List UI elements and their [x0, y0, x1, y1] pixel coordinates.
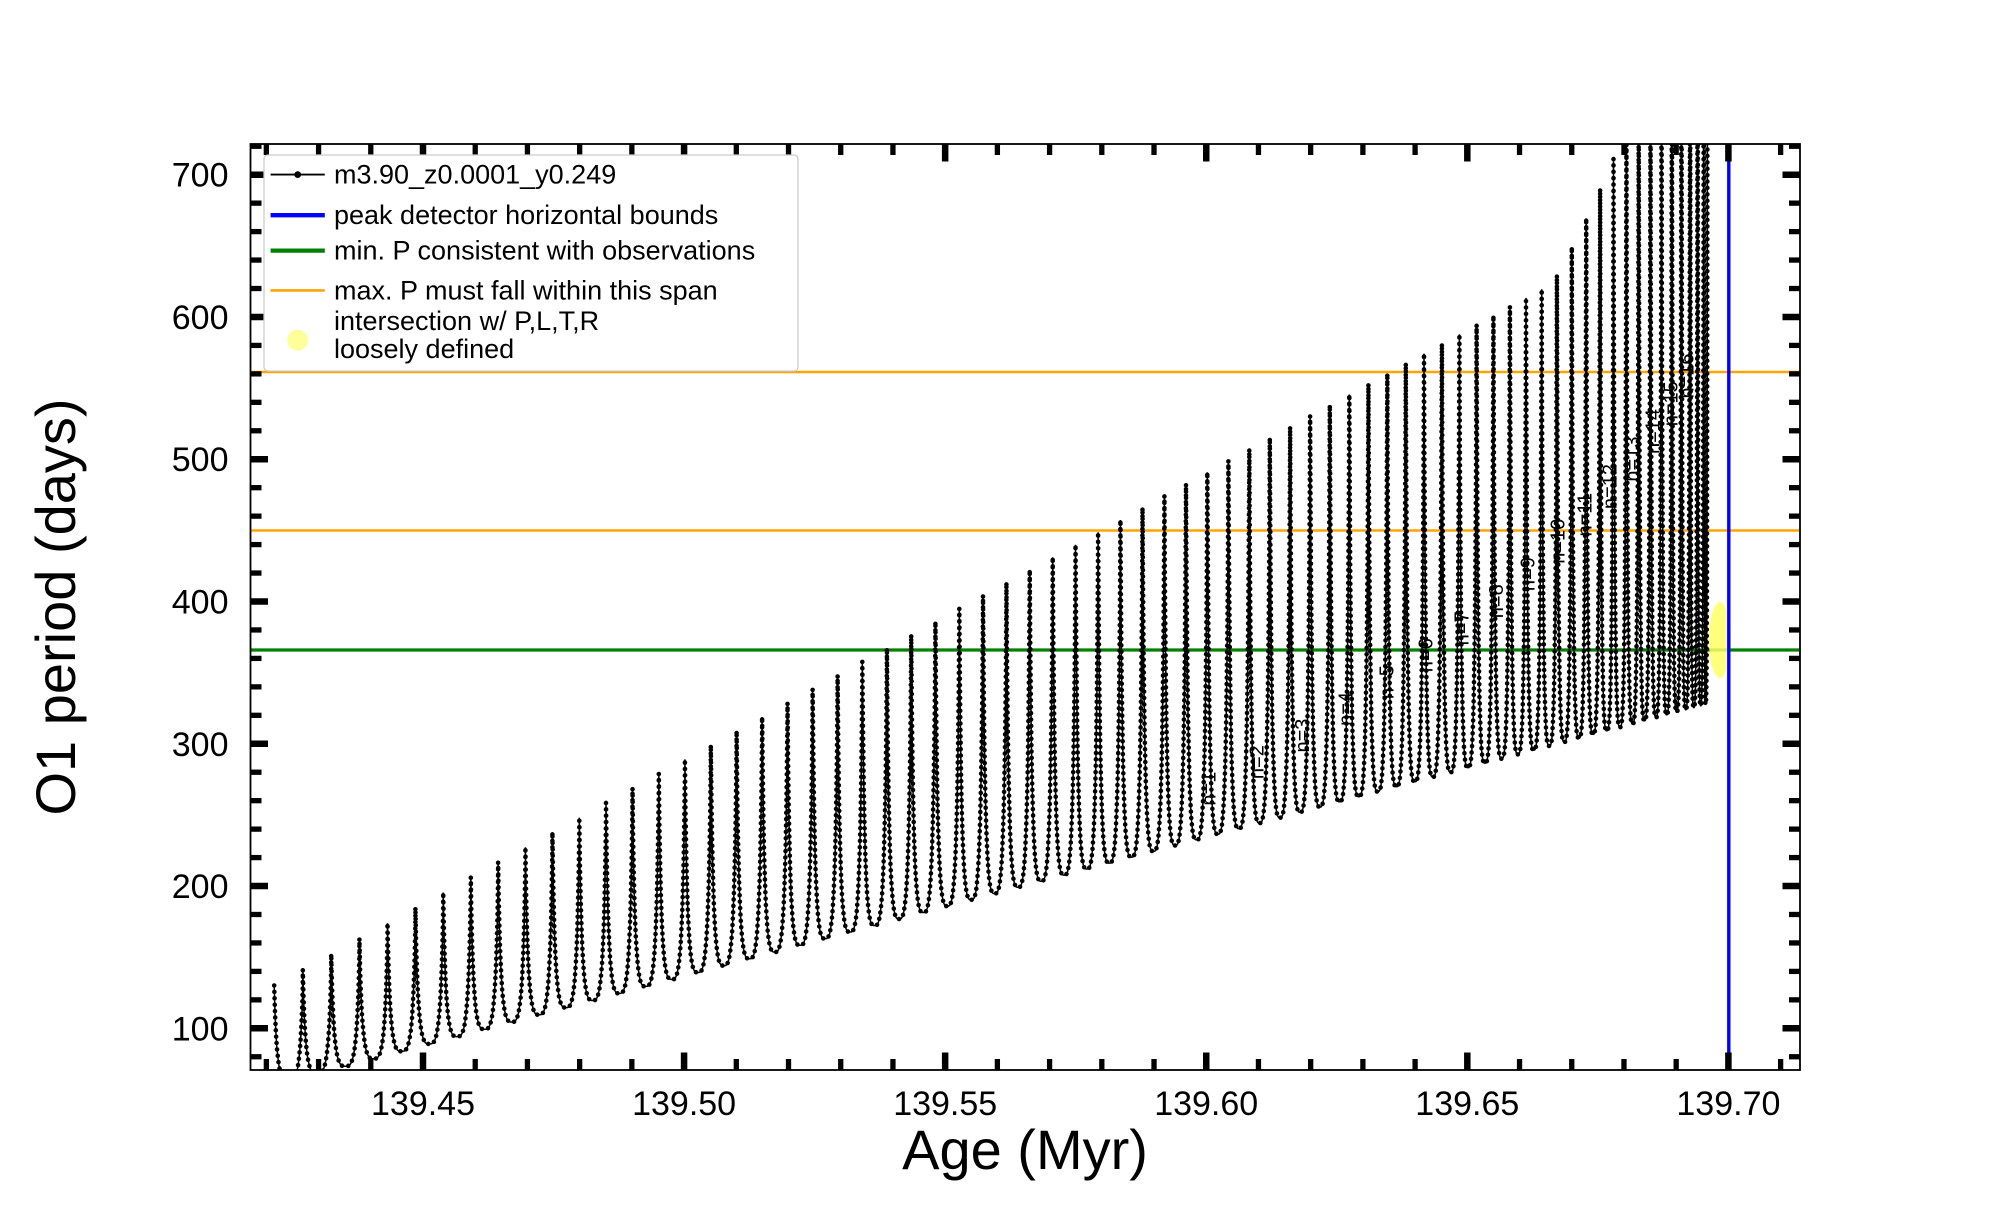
svg-text:loosely defined: loosely defined [334, 334, 514, 364]
svg-text:m3.90_z0.0001_y0.249: m3.90_z0.0001_y0.249 [334, 160, 616, 190]
svg-text:n=4: n=4 [1336, 692, 1358, 726]
svg-text:100: 100 [172, 1010, 229, 1048]
svg-text:n=2: n=2 [1247, 745, 1269, 779]
svg-text:n=6: n=6 [1415, 638, 1437, 672]
svg-text:n=8: n=8 [1486, 584, 1508, 618]
svg-text:intersection w/ P,L,T,R: intersection w/ P,L,T,R [334, 306, 599, 336]
svg-text:300: 300 [172, 726, 229, 764]
svg-text:n=1: n=1 [1199, 772, 1221, 806]
svg-text:n=10: n=10 [1547, 519, 1569, 564]
svg-text:700: 700 [172, 157, 229, 195]
svg-text:500: 500 [172, 441, 229, 479]
svg-text:n=13: n=13 [1622, 437, 1644, 482]
svg-text:600: 600 [172, 299, 229, 337]
svg-text:n=12: n=12 [1600, 464, 1622, 509]
svg-text:O1 period (days): O1 period (days) [24, 398, 87, 815]
svg-text:139.70: 139.70 [1676, 1085, 1780, 1123]
svg-text:139.45: 139.45 [371, 1085, 475, 1123]
svg-text:139.50: 139.50 [632, 1085, 736, 1123]
svg-text:max. P must fall within this s: max. P must fall within this span [334, 275, 718, 305]
svg-text:139.65: 139.65 [1415, 1085, 1519, 1123]
svg-text:n=16: n=16 [1676, 353, 1698, 398]
svg-text:139.60: 139.60 [1154, 1085, 1258, 1123]
svg-text:Age (Myr): Age (Myr) [902, 1118, 1148, 1181]
svg-text:min. P consistent with observa: min. P consistent with observations [334, 236, 755, 266]
svg-text:n=5: n=5 [1377, 665, 1399, 699]
svg-text:n=7: n=7 [1452, 611, 1474, 645]
svg-text:200: 200 [172, 868, 229, 906]
svg-text:peak detector horizontal bound: peak detector horizontal bounds [334, 200, 718, 230]
svg-text:n=9: n=9 [1518, 557, 1540, 591]
svg-text:400: 400 [172, 584, 229, 622]
svg-text:n=11: n=11 [1575, 493, 1597, 537]
svg-text:n=3: n=3 [1292, 719, 1314, 753]
